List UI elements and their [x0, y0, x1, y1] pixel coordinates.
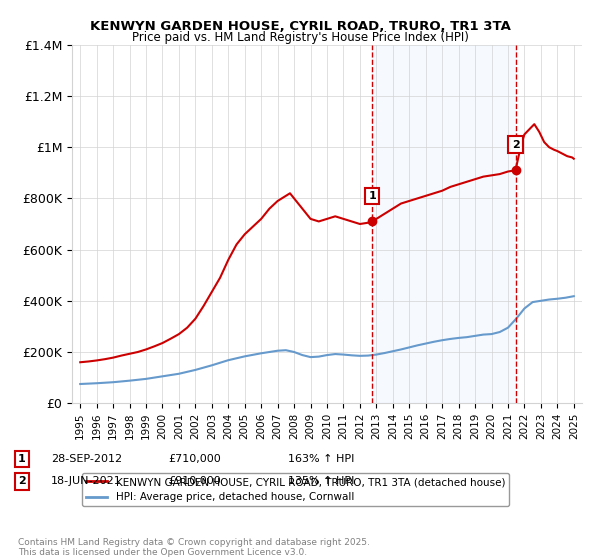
Text: Price paid vs. HM Land Registry's House Price Index (HPI): Price paid vs. HM Land Registry's House …: [131, 31, 469, 44]
Bar: [372, 45, 515, 403]
Text: 163% ↑ HPI: 163% ↑ HPI: [288, 454, 355, 464]
Text: 135% ↑ HPI: 135% ↑ HPI: [288, 477, 355, 487]
Text: £910,000: £910,000: [168, 477, 221, 487]
Text: £710,000: £710,000: [168, 454, 221, 464]
Text: 2: 2: [18, 477, 26, 487]
Text: 18-JUN-2021: 18-JUN-2021: [51, 477, 122, 487]
Text: KENWYN GARDEN HOUSE, CYRIL ROAD, TRURO, TR1 3TA: KENWYN GARDEN HOUSE, CYRIL ROAD, TRURO, …: [89, 20, 511, 32]
Legend: KENWYN GARDEN HOUSE, CYRIL ROAD, TRURO, TR1 3TA (detached house), HPI: Average p: KENWYN GARDEN HOUSE, CYRIL ROAD, TRURO, …: [82, 473, 509, 506]
Text: 2: 2: [512, 140, 520, 150]
Text: 1: 1: [18, 454, 26, 464]
Text: Contains HM Land Registry data © Crown copyright and database right 2025.
This d: Contains HM Land Registry data © Crown c…: [18, 538, 370, 557]
Text: 28-SEP-2012: 28-SEP-2012: [51, 454, 122, 464]
Text: 1: 1: [368, 191, 376, 201]
